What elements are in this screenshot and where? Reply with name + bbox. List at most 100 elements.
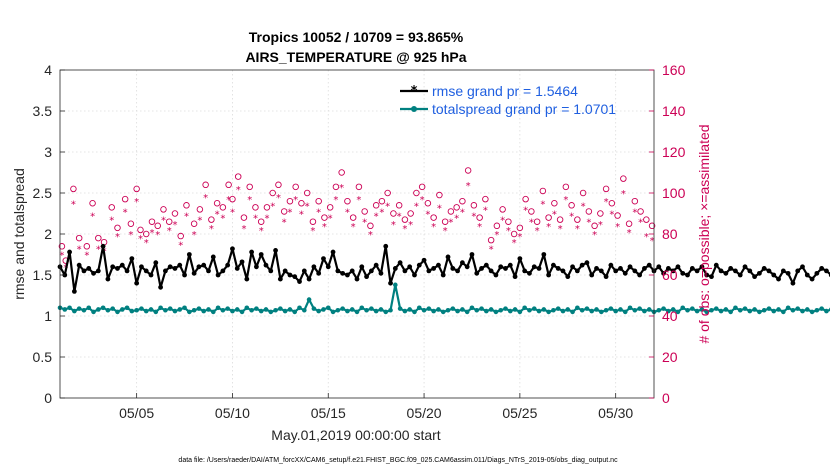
obs-assimilated-point: * <box>569 212 574 223</box>
obs-possible-point <box>602 185 610 193</box>
totalspread-point <box>809 309 815 315</box>
rmse-point <box>795 268 801 274</box>
rmse-point <box>306 276 312 282</box>
rmse-point <box>531 264 537 270</box>
rmse-point <box>618 266 623 271</box>
rmse-point <box>565 274 571 280</box>
totalspread-point <box>249 307 254 313</box>
rmse-point <box>383 243 389 249</box>
obs-possible-point <box>263 204 271 211</box>
rmse-point <box>761 266 767 271</box>
rmse-point <box>86 266 92 271</box>
obs-possible-point <box>499 206 506 213</box>
totalspread-point <box>536 308 542 314</box>
rmse-point <box>368 268 374 274</box>
rmse-point <box>503 266 508 271</box>
obs-assimilated-point: * <box>523 205 528 216</box>
totalspread-point <box>622 309 628 315</box>
totalspread-point <box>637 306 642 311</box>
totalspread-point <box>115 309 120 315</box>
legend-rmse-label: rmse grand pr = 1.5464 <box>432 83 578 99</box>
obs-assimilated-point: * <box>310 226 315 237</box>
totalspread-point <box>196 306 202 311</box>
totalspread-point <box>752 307 757 312</box>
totalspread-point <box>776 307 781 312</box>
rmse-point <box>498 264 504 270</box>
totalspread-point <box>311 306 317 311</box>
rmse-point <box>402 268 408 274</box>
y-tick-right-label: 100 <box>662 185 686 201</box>
rmse-point <box>728 266 734 271</box>
obs-possible-point <box>493 222 501 230</box>
totalspread-point <box>747 308 753 314</box>
totalspread-point <box>383 309 389 315</box>
totalspread-point <box>278 306 283 311</box>
obs-assimilated-point: * <box>71 199 76 210</box>
totalspread-point <box>268 309 274 315</box>
rmse-point <box>713 262 719 268</box>
totalspread-point <box>91 309 96 315</box>
rmse-point <box>167 264 173 270</box>
obs-assimilated-point: * <box>226 195 231 206</box>
totalspread-point <box>599 309 604 315</box>
obs-possible-point <box>579 189 587 197</box>
obs-possible-point <box>240 214 248 221</box>
totalspread-point <box>613 308 618 314</box>
obs-assimilated-point: * <box>134 197 139 208</box>
rmse-point <box>426 268 432 274</box>
rmse-point <box>809 276 815 282</box>
obs-possible-point <box>70 185 77 193</box>
obs-assimilated-point: * <box>546 222 551 233</box>
obs-assimilated-point: * <box>460 207 465 218</box>
rmse-point <box>153 260 159 266</box>
obs-assimilated-point: * <box>287 207 292 218</box>
totalspread-point <box>167 306 173 311</box>
obs-assimilated-point: * <box>489 244 494 255</box>
x-tick-label: 05/25 <box>502 405 537 421</box>
totalspread-point <box>766 306 772 311</box>
legend: * rmse grand pr = 1.5464 totalspread gra… <box>400 83 616 117</box>
rmse-point <box>340 270 346 276</box>
totalspread-point <box>474 307 480 313</box>
obs-assimilated-point: * <box>638 218 643 229</box>
totalspread-point <box>800 308 805 314</box>
totalspread-point <box>96 307 101 312</box>
rmse-point <box>158 284 163 290</box>
totalspread-point <box>460 307 465 312</box>
rmse-point <box>282 268 288 274</box>
totalspread-point <box>661 306 666 311</box>
obs-possible-point <box>332 183 340 191</box>
rmse-point <box>182 272 187 278</box>
totalspread-point <box>431 308 436 314</box>
y-axis-left-label: rmse and totalspread <box>11 168 27 300</box>
y-tick-left-label: 3.5 <box>33 103 53 119</box>
rmse-point <box>646 262 652 268</box>
obs-assimilated-point: * <box>328 214 333 225</box>
rmse-point <box>733 268 738 274</box>
totalspread-point <box>771 308 777 314</box>
obs-assimilated-point: * <box>408 220 413 231</box>
totalspread-point <box>177 307 183 312</box>
totalspread-point <box>182 305 187 311</box>
rmse-point <box>512 274 518 280</box>
rmse-point <box>766 268 772 274</box>
rmse-point <box>613 268 619 274</box>
totalspread-point <box>349 307 355 312</box>
obs-assimilated-point: * <box>592 230 597 241</box>
obs-assimilated-point: * <box>172 220 177 231</box>
obs-possible-point <box>344 197 351 205</box>
obs-possible-point <box>597 210 604 217</box>
x-tick-label: 05/20 <box>407 405 442 421</box>
rmse-point <box>723 270 729 276</box>
obs-assimilated-point: * <box>197 216 202 227</box>
obs-possible-point <box>436 191 443 199</box>
obs-possible-point <box>643 216 650 223</box>
totalspread-point <box>603 307 609 313</box>
x-tick-label: 05/05 <box>119 405 154 421</box>
obs-possible-point <box>190 220 198 227</box>
rmse-point <box>642 266 647 271</box>
rmse-point <box>790 280 796 286</box>
obs-possible-point <box>229 195 236 203</box>
totalspread-point <box>761 307 767 313</box>
